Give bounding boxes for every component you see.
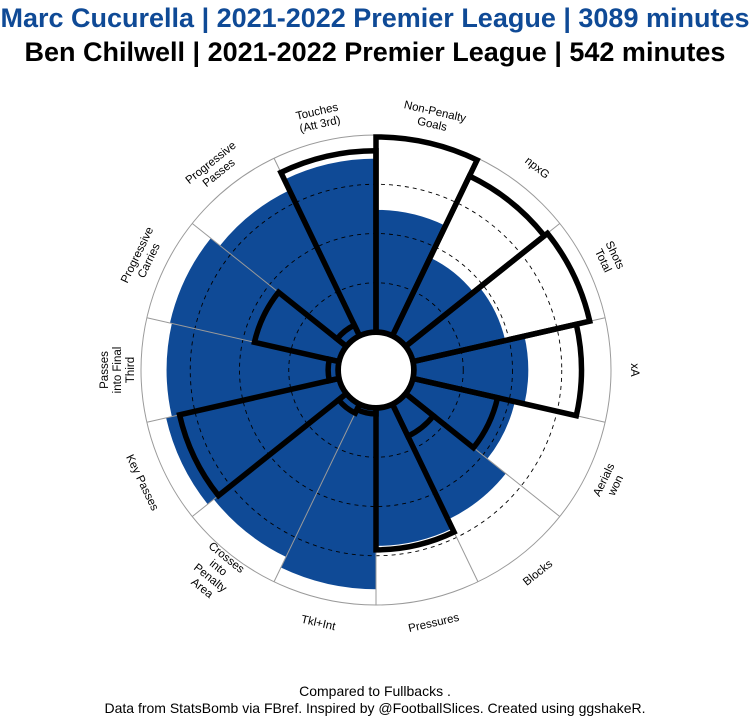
- axis-label: Aerialswon: [591, 461, 629, 504]
- player1-bar: [166, 323, 339, 417]
- center-hole: [337, 331, 415, 409]
- axis-label: npxG: [522, 155, 551, 182]
- axis-label: Pressures: [407, 612, 460, 635]
- axis-label: Non-PenaltyGoals: [400, 99, 468, 138]
- player1-bar: [280, 404, 376, 590]
- center-layer: [337, 331, 415, 409]
- player1-bar: [284, 158, 376, 336]
- player1-bar: [213, 393, 360, 557]
- player1-title: Marc Cucurella | 2021-2022 Premier Leagu…: [0, 3, 750, 33]
- player1-bar: [376, 209, 446, 336]
- axis-label: Touches(Att 3rd): [295, 101, 343, 135]
- axis-label: Blocks: [521, 558, 555, 589]
- player1-bar: [392, 257, 474, 347]
- player1-bar: [405, 287, 506, 362]
- grid-spoke: [273, 404, 360, 582]
- axis-label: Tkl+Int: [300, 614, 337, 634]
- player1-bar: [376, 404, 453, 546]
- axis-label: Passesinto FinalThird: [99, 347, 137, 394]
- comparison-caption: Compared to Fullbacks .: [299, 683, 451, 699]
- player1-bar: [219, 190, 360, 347]
- player1-bar: [405, 378, 515, 459]
- credit-caption: Data from StatsBomb via FBref. Inspired …: [104, 700, 646, 716]
- axis-label: ShotsTotal: [591, 239, 626, 277]
- player1-bars: [166, 158, 529, 590]
- player1-bar: [169, 238, 347, 362]
- axis-label: Key Passes: [123, 453, 160, 513]
- axis-label: xA: [628, 363, 640, 377]
- player2-title: Ben Chilwell | 2021-2022 Premier League …: [24, 37, 726, 67]
- player1-bar: [413, 336, 529, 404]
